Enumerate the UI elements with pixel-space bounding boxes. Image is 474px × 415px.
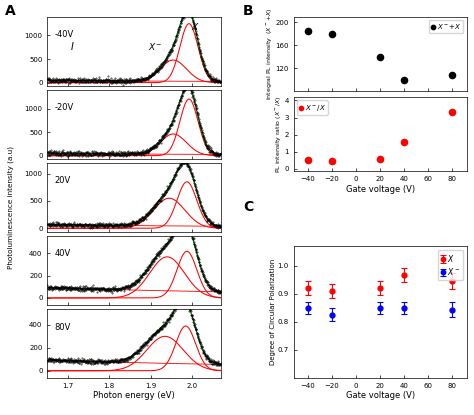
X-axis label: Gate voltage (V): Gate voltage (V) bbox=[346, 391, 415, 400]
Text: 80V: 80V bbox=[55, 322, 71, 332]
Text: -40V: -40V bbox=[55, 30, 73, 39]
Point bbox=[449, 109, 456, 116]
Point bbox=[449, 72, 456, 78]
Text: 20V: 20V bbox=[55, 176, 71, 186]
Text: $X^{-}$: $X^{-}$ bbox=[148, 41, 162, 52]
Point bbox=[328, 158, 336, 164]
X-axis label: Gate voltage (V): Gate voltage (V) bbox=[346, 185, 415, 194]
Y-axis label: Integral PL intensity  ($X^-$+$X$): Integral PL intensity ($X^-$+$X$) bbox=[265, 7, 274, 100]
Text: 40V: 40V bbox=[55, 249, 71, 259]
Text: A: A bbox=[5, 3, 16, 17]
Point bbox=[328, 30, 336, 37]
Point bbox=[401, 138, 408, 145]
Point bbox=[304, 156, 312, 163]
Text: Photoluminescence intensity (a.u): Photoluminescence intensity (a.u) bbox=[7, 146, 14, 269]
Legend: $X$, $X^-$: $X$, $X^-$ bbox=[438, 250, 463, 280]
X-axis label: Photon energy (eV): Photon energy (eV) bbox=[93, 391, 175, 400]
Y-axis label: PL intensity ratio ($X^-$/$X$): PL intensity ratio ($X^-$/$X$) bbox=[274, 95, 283, 173]
Point bbox=[376, 54, 384, 60]
Text: -20V: -20V bbox=[55, 103, 73, 112]
Legend: $X^-$/$X$: $X^-$/$X$ bbox=[297, 100, 328, 115]
Text: $X$: $X$ bbox=[191, 22, 200, 32]
Text: B: B bbox=[243, 3, 254, 17]
Text: $I$: $I$ bbox=[70, 40, 74, 52]
Point bbox=[401, 76, 408, 83]
Y-axis label: Degree of Circular Polarization: Degree of Circular Polarization bbox=[270, 259, 276, 365]
Text: C: C bbox=[243, 200, 254, 214]
Point bbox=[304, 28, 312, 34]
Legend: $X^-$+$X$: $X^-$+$X$ bbox=[429, 20, 464, 33]
Point bbox=[376, 155, 384, 162]
